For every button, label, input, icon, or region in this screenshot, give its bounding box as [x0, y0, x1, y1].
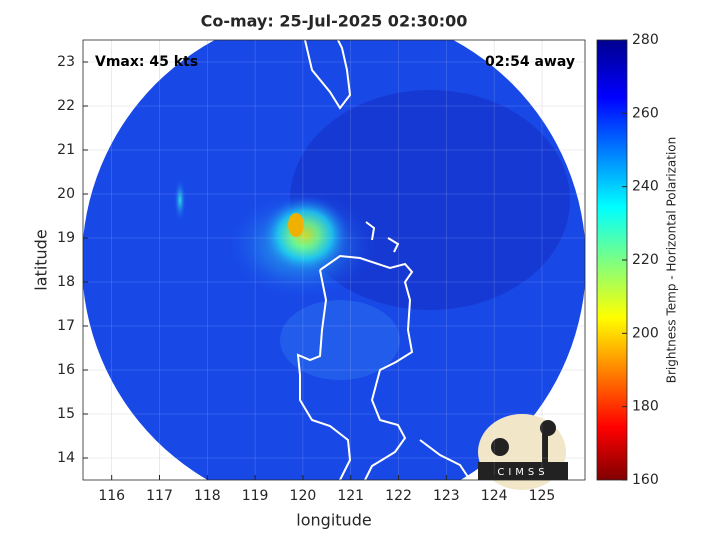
- colorbar-label: Brightness Temp - Horizontal Polarizatio…: [665, 137, 679, 384]
- plot-frame: [82, 39, 586, 481]
- logo-text: CIMSS: [497, 467, 548, 478]
- annotation: Vmax: 45 kts: [95, 54, 198, 70]
- x-tick-label: 121: [337, 488, 364, 504]
- y-tick-label: 19: [57, 230, 75, 246]
- x-tick-label: 125: [529, 488, 556, 504]
- coastline: [296, 40, 471, 480]
- annotation: 02:54 away: [485, 54, 575, 70]
- chart-title: Co-may: 25-Jul-2025 02:30:00: [201, 12, 468, 31]
- colorbar-tick-label: 220: [632, 252, 659, 268]
- y-tick-label: 14: [57, 450, 75, 466]
- x-tick-label: 118: [194, 488, 221, 504]
- y-tick-label: 15: [57, 406, 75, 422]
- colorbar-tick-label: 280: [632, 32, 659, 48]
- y-tick-label: 17: [57, 318, 75, 334]
- logo: CIMSS: [478, 414, 568, 490]
- y-tick-label: 20: [57, 186, 75, 202]
- colorbar-tick-label: 180: [632, 399, 659, 415]
- colorbar-tick-label: 200: [632, 325, 659, 341]
- y-tick-label: 21: [57, 142, 75, 158]
- x-tick-label: 122: [385, 488, 412, 504]
- convection: [260, 195, 350, 275]
- y-axis-label: latitude: [32, 229, 51, 290]
- x-tick-label: 119: [242, 488, 269, 504]
- y-tick-label: 23: [57, 54, 75, 70]
- x-tick-label: 120: [290, 488, 317, 504]
- y-tick-label: 18: [57, 274, 75, 290]
- x-tick-label: 123: [433, 488, 460, 504]
- y-tick-label: 16: [57, 362, 75, 378]
- cloud-streak: [174, 178, 186, 222]
- x-tick-label: 116: [98, 488, 125, 504]
- colorbar-tick-label: 160: [632, 472, 659, 488]
- swath: [83, 40, 585, 480]
- x-tick-label: 117: [146, 488, 173, 504]
- colorbar-tick-label: 260: [632, 105, 659, 121]
- colorbar-tick-label: 240: [632, 179, 659, 195]
- x-tick-label: 124: [481, 488, 508, 504]
- y-tick-label: 22: [57, 98, 75, 114]
- convection-core: [288, 213, 304, 237]
- x-axis-label: longitude: [296, 511, 371, 530]
